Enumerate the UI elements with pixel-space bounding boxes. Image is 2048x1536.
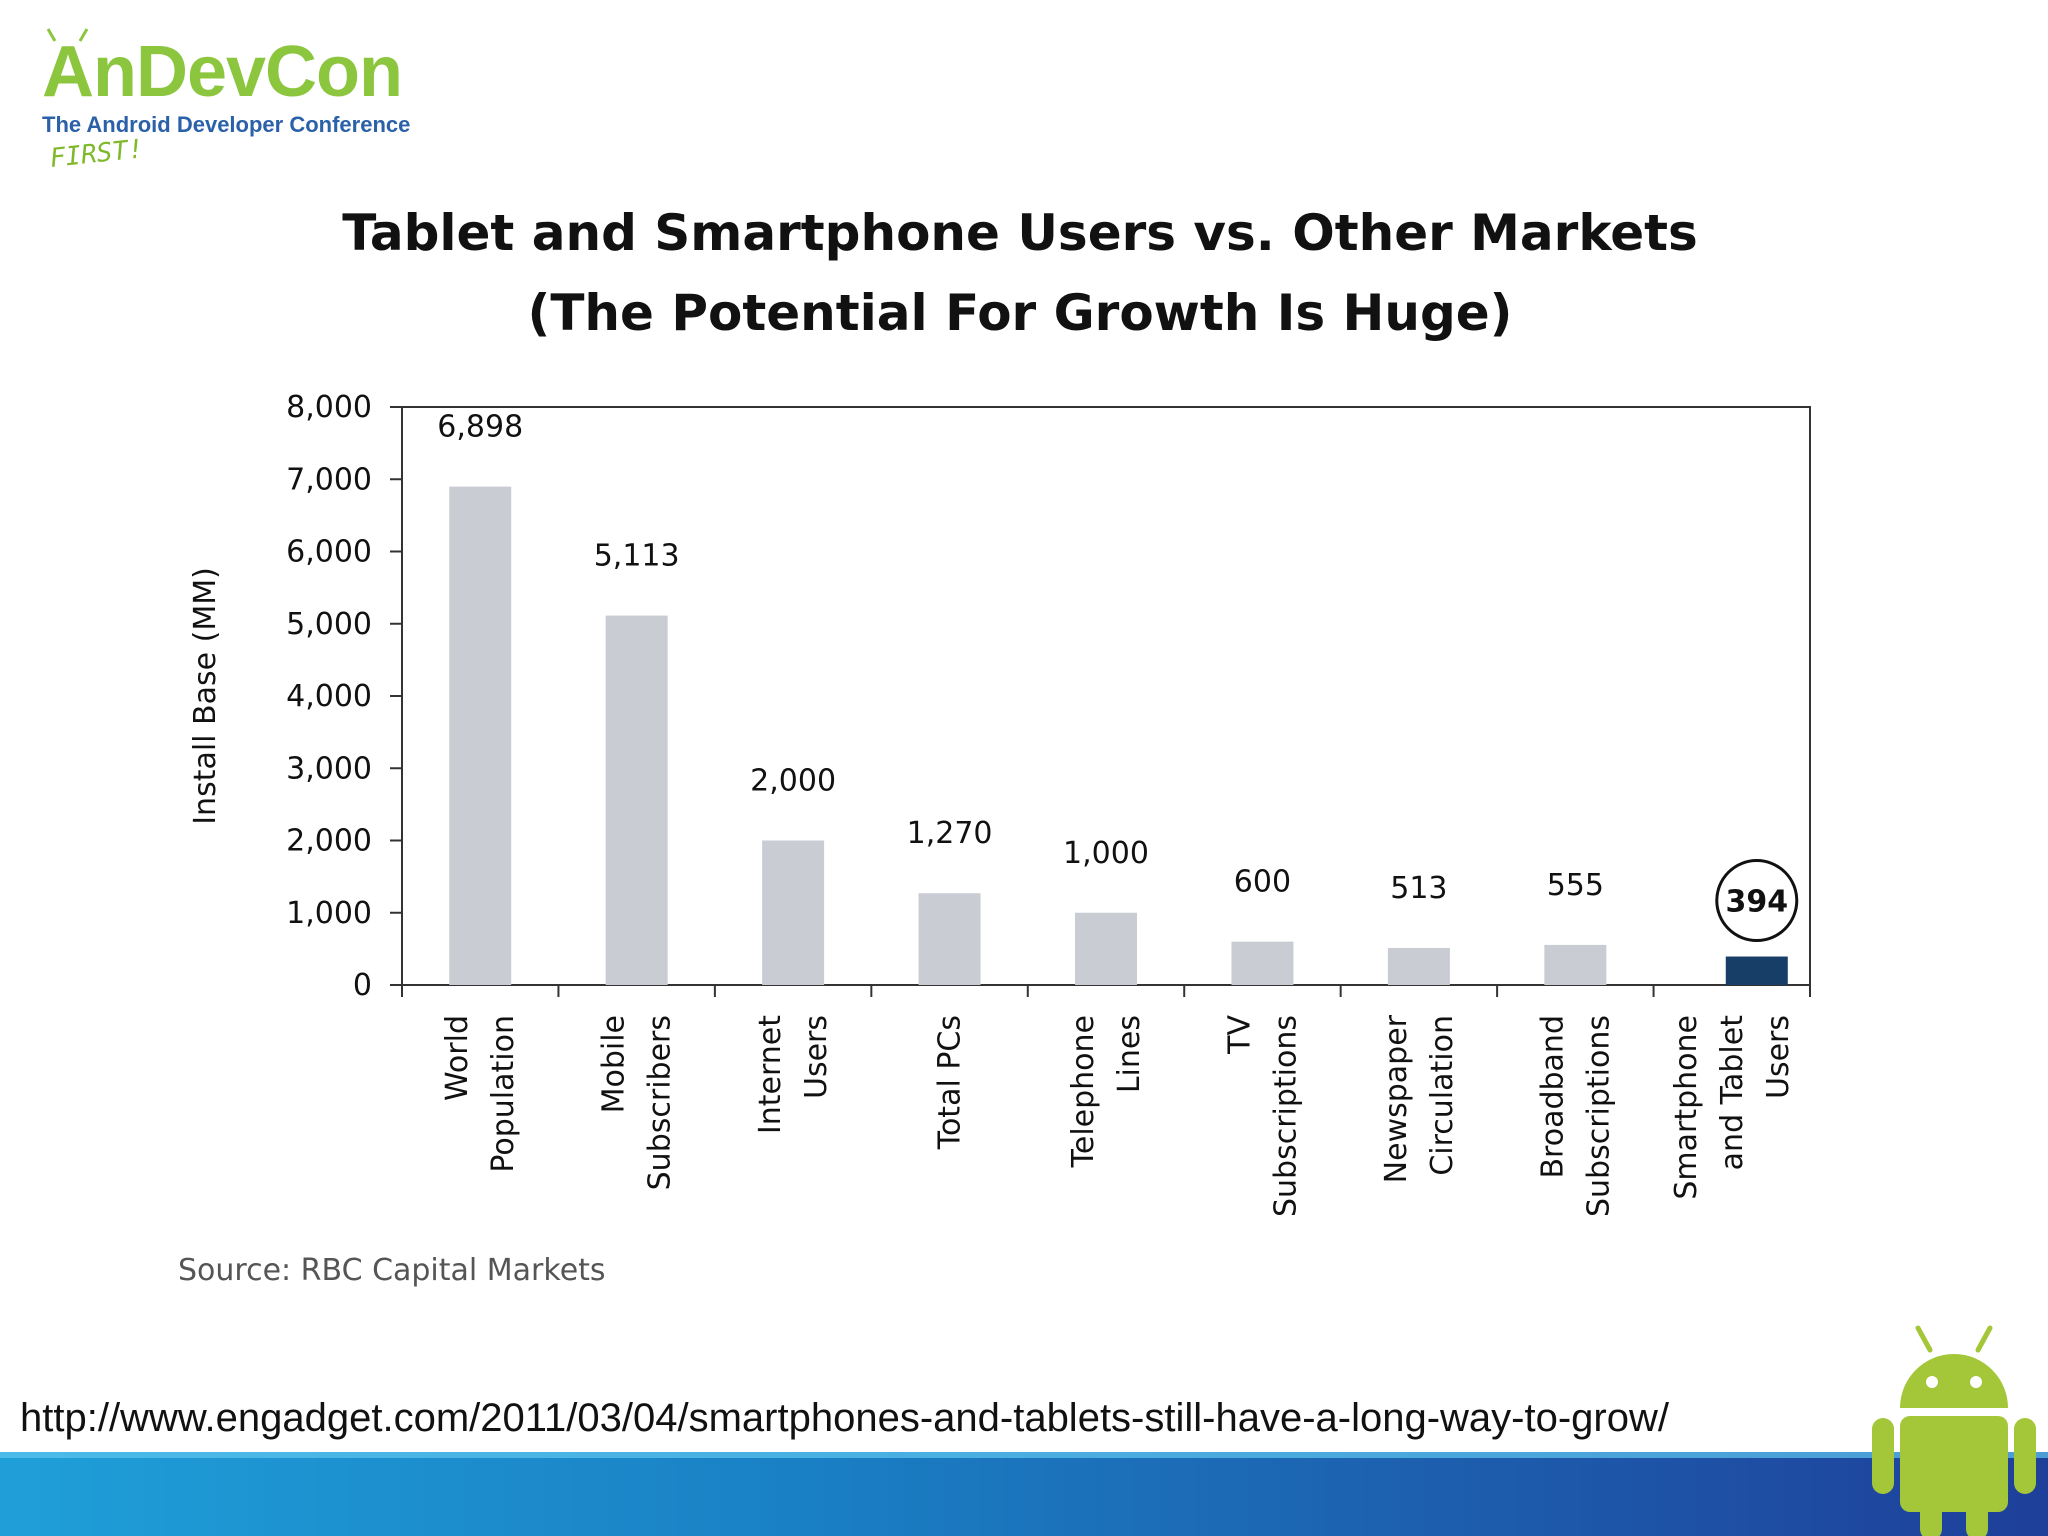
bar-5	[1231, 941, 1294, 985]
y-tick-label: 1,000	[286, 896, 372, 931]
chart-title: Tablet and Smartphone Users vs. Other Ma…	[342, 204, 1698, 262]
bar-7	[1544, 944, 1607, 985]
x-tick-label: Users	[1761, 1015, 1796, 1099]
bar-chart: Tablet and Smartphone Users vs. Other Ma…	[178, 204, 1811, 1288]
x-tick-label: Population	[486, 1015, 521, 1173]
y-axis-label: Install Base (MM)	[188, 567, 223, 825]
x-tick-label: Subscriptions	[1581, 1015, 1616, 1217]
data-label-4: 1,000	[1063, 836, 1149, 871]
x-tick-label: TV	[1222, 1015, 1257, 1055]
x-tick-label: Circulation	[1425, 1015, 1460, 1176]
x-tick-label: Subscriptions	[1268, 1015, 1303, 1217]
y-tick-label: 5,000	[286, 607, 372, 642]
highlight-circle	[1715, 859, 1799, 943]
bar-3	[918, 893, 981, 985]
y-tick-label: 8,000	[286, 390, 372, 425]
x-tick-label: Broadband	[1535, 1015, 1570, 1179]
bar-6	[1387, 947, 1450, 985]
x-tick-label: Mobile	[597, 1015, 632, 1113]
x-tick-label: Subscribers	[643, 1015, 678, 1190]
bar-2	[762, 840, 825, 985]
data-label-2: 2,000	[750, 764, 836, 799]
android-mascot-icon	[1872, 1325, 2036, 1536]
andevcon-logo: AnDevCon The Android Developer Conferenc…	[30, 28, 450, 186]
chart-panel: Tablet and Smartphone Users vs. Other Ma…	[160, 190, 1880, 1330]
chart-subtitle: (The Potential For Growth Is Huge)	[527, 284, 1512, 342]
bar-8	[1725, 956, 1788, 985]
y-tick-label: 4,000	[286, 679, 372, 714]
data-label-8: 394	[1725, 885, 1788, 920]
data-label-0: 6,898	[437, 410, 523, 445]
x-tick-label: Total PCs	[933, 1015, 968, 1150]
y-tick-label: 6,000	[286, 535, 372, 570]
y-tick-label: 7,000	[286, 462, 372, 497]
x-tick-label: Lines	[1112, 1015, 1147, 1093]
x-tick-label: Smartphone	[1669, 1015, 1704, 1200]
data-label-5: 600	[1234, 865, 1291, 900]
data-label-3: 1,270	[907, 816, 993, 851]
bar-0	[449, 486, 512, 985]
bar-4	[1075, 912, 1137, 985]
y-tick-label: 0	[353, 968, 372, 1003]
logo-subtitle: The Android Developer Conference	[42, 112, 411, 137]
x-tick-label: Users	[799, 1015, 834, 1099]
y-tick-label: 3,000	[286, 751, 372, 786]
logo-title: AnDevCon	[42, 32, 403, 112]
x-tick-label: World	[440, 1015, 475, 1101]
x-tick-label: Internet	[753, 1015, 788, 1134]
footer-bar	[0, 1452, 2048, 1536]
chart-source: Source: RBC Capital Markets	[178, 1253, 606, 1288]
x-tick-label: Newspaper	[1379, 1014, 1414, 1183]
y-tick-label: 2,000	[286, 824, 372, 859]
data-label-6: 513	[1390, 871, 1447, 906]
bar-1	[605, 615, 668, 985]
data-label-7: 555	[1547, 868, 1604, 903]
data-label-1: 5,113	[594, 539, 680, 574]
logo-tag: FIRST!	[48, 134, 145, 174]
x-tick-label: and Tablet	[1715, 1015, 1750, 1171]
x-tick-label: Telephone	[1066, 1015, 1101, 1168]
source-url: http://www.engadget.com/2011/03/04/smart…	[20, 1396, 1669, 1440]
